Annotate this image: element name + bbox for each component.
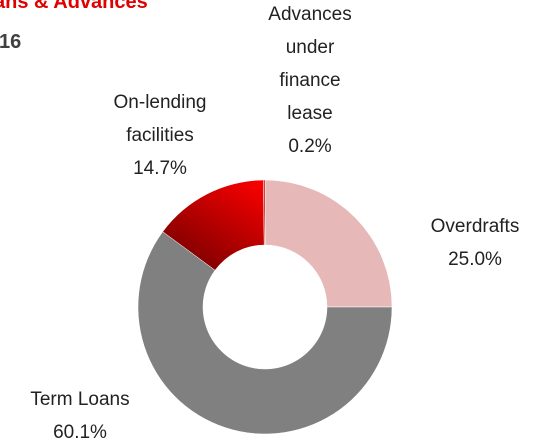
value-label: 0.2% xyxy=(288,136,331,157)
value-label: 60.1% xyxy=(53,422,107,443)
donut-slice xyxy=(137,231,393,435)
category-label: Advances under finance lease xyxy=(268,4,351,124)
donut-slice xyxy=(263,179,266,246)
category-label: On-lending facilities xyxy=(114,92,207,146)
chart-title: ans & Advances xyxy=(0,0,148,13)
value-label: 14.7% xyxy=(133,158,187,179)
category-label: Term Loans xyxy=(30,389,129,410)
chart-subtitle: 16 xyxy=(0,31,21,53)
category-label: Overdrafts xyxy=(431,216,520,237)
donut-slice xyxy=(264,179,393,308)
value-label: 25.0% xyxy=(448,249,502,270)
